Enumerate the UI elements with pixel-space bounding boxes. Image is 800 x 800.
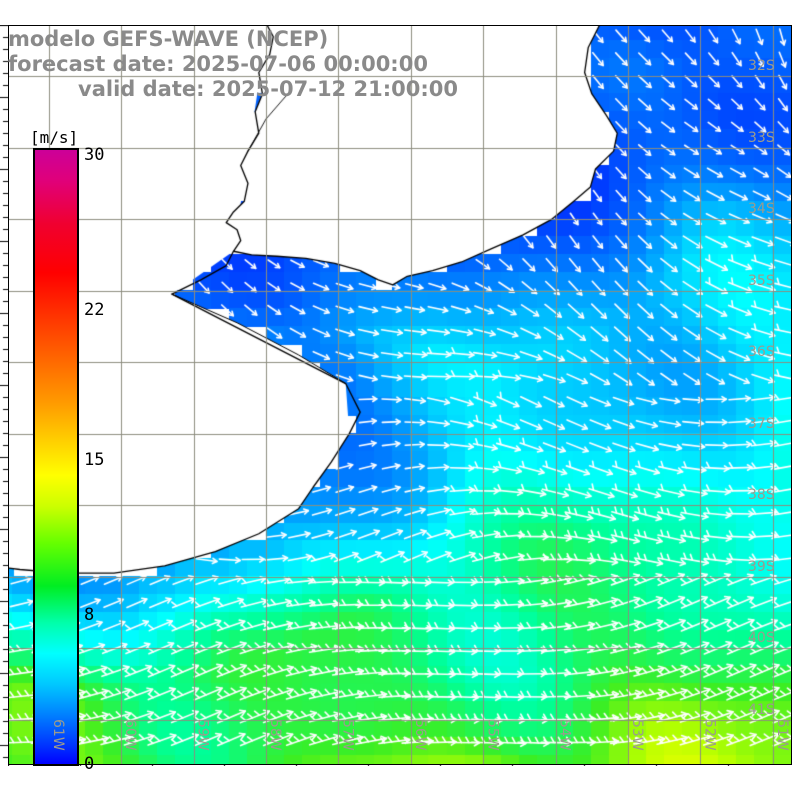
- map-gridlines: [9, 26, 791, 764]
- colorbar-tick-0: 0: [84, 754, 95, 774]
- longitude-label-58W: 58W: [267, 719, 284, 751]
- latitude-label-33S: 33S: [748, 129, 775, 146]
- longitude-label-55W: 55W: [484, 719, 501, 751]
- colorbar-tick-22: 22: [84, 300, 105, 320]
- latitude-label-37S: 37S: [748, 415, 775, 432]
- latitude-label-41S: 41S: [748, 701, 775, 718]
- colorbar-tick-8: 8: [84, 605, 95, 625]
- longitude-label-54W: 54W: [556, 719, 573, 751]
- latitude-label-36S: 36S: [748, 344, 775, 361]
- colorbar-gradient: [33, 148, 79, 766]
- colorbar: [33, 148, 79, 766]
- longitude-label-53W: 53W: [629, 719, 646, 751]
- colorbar-tick-30: 30: [84, 145, 105, 165]
- latitude-label-40S: 40S: [748, 630, 775, 647]
- latitude-label-32S: 32S: [748, 58, 775, 75]
- latitude-label-39S: 39S: [748, 558, 775, 575]
- latitude-label-38S: 38S: [748, 487, 775, 504]
- latitude-label-35S: 35S: [748, 272, 775, 289]
- colorbar-tick-15: 15: [84, 450, 105, 470]
- map-plot-area[interactable]: [8, 25, 792, 765]
- longitude-label-51W: 51W: [773, 719, 790, 751]
- longitude-label-59W: 59W: [194, 719, 211, 751]
- latitude-label-34S: 34S: [748, 201, 775, 218]
- colorbar-units-label: [m/s]: [30, 128, 79, 147]
- longitude-label-61W: 61W: [49, 719, 66, 751]
- longitude-label-60W: 60W: [122, 719, 139, 751]
- longitude-label-57W: 57W: [339, 719, 356, 751]
- longitude-label-52W: 52W: [701, 719, 718, 751]
- longitude-label-56W: 56W: [411, 719, 428, 751]
- left-tick-axis: [0, 25, 9, 765]
